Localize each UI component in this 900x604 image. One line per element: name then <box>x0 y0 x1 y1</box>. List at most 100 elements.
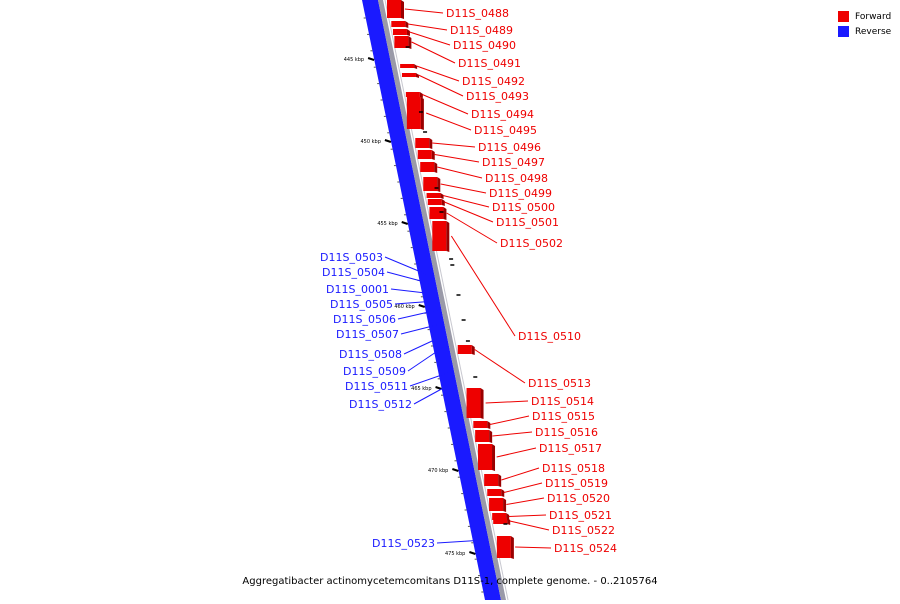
forward-gene-shade <box>406 29 410 36</box>
forward-gene-label[interactable]: D11S_0510 <box>518 330 581 343</box>
forward-label-leader <box>496 447 537 458</box>
forward-gene-label[interactable]: D11S_0496 <box>478 141 541 154</box>
forward-gene-feature <box>484 474 499 486</box>
reverse-label-leader <box>397 309 438 320</box>
forward-gene-label[interactable]: D11S_0501 <box>496 216 559 229</box>
backbone-band <box>362 0 501 600</box>
forward-gene-shade <box>503 498 507 512</box>
forward-gene-feature <box>394 36 409 48</box>
forward-gene-label[interactable]: D11S_0499 <box>489 187 552 200</box>
reverse-gene-label[interactable]: D11S_0503 <box>320 251 383 264</box>
forward-gene-label[interactable]: D11S_0517 <box>539 442 602 455</box>
forward-label-leader <box>432 142 476 148</box>
forward-gene-feature <box>427 199 442 205</box>
reverse-gene-label[interactable]: D11S_0001 <box>326 283 389 296</box>
reverse-gene-label[interactable]: D11S_0511 <box>345 380 408 393</box>
forward-gene-label[interactable]: D11S_0498 <box>485 172 548 185</box>
forward-gene-label[interactable]: D11S_0492 <box>462 75 525 88</box>
forward-label-leader <box>492 431 533 437</box>
reverse-label-leader <box>413 382 453 405</box>
forward-gene-label[interactable]: D11S_0516 <box>535 426 598 439</box>
forward-gene-feature <box>496 536 511 558</box>
reverse-label-leader <box>407 345 446 372</box>
forward-label-leader <box>515 546 552 549</box>
forward-gene-label[interactable]: D11S_0489 <box>450 24 513 37</box>
forward-label-leader <box>434 154 480 163</box>
forward-gene-shade <box>441 199 445 206</box>
forward-gene-shade <box>401 0 404 19</box>
scale-ticks: 445 kbp 450 kbp 455 kbp 460 kbp 465 kbp 470 k… <box>344 17 484 593</box>
forward-gene-label[interactable]: D11S_0497 <box>482 156 545 169</box>
forward-gene-label[interactable]: D11S_0490 <box>453 39 516 52</box>
tick-mark <box>401 221 409 225</box>
forward-label-leader <box>444 201 494 223</box>
forward-gene-shade <box>480 388 484 419</box>
forward-gene-feature <box>392 29 407 35</box>
reverse-gene-label[interactable]: D11S_0504 <box>322 266 385 279</box>
reverse-label-leader <box>400 323 441 335</box>
forward-label-leader <box>407 23 448 31</box>
forward-gene-feature <box>475 430 490 442</box>
forward-gene-label[interactable]: D11S_0518 <box>542 462 605 475</box>
forward-gene-feature <box>401 73 416 77</box>
forward-gene-label[interactable]: D11S_0521 <box>549 509 612 522</box>
forward-gene-label[interactable]: D11S_0488 <box>446 7 509 20</box>
forward-gene-feature <box>466 388 481 418</box>
reverse-gene-label[interactable]: D11S_0523 <box>372 537 435 550</box>
reverse-gene-label[interactable]: D11S_0509 <box>343 365 406 378</box>
forward-label-leader <box>425 112 472 131</box>
forward-gene-feature <box>432 221 447 251</box>
reverse-label-leader <box>403 335 444 355</box>
backbone-edge <box>384 0 509 601</box>
tick-mark <box>452 468 459 472</box>
forward-gene-shade <box>434 162 438 173</box>
forward-gene-label[interactable]: D11S_0522 <box>552 524 615 537</box>
tick-mark <box>384 139 392 143</box>
legend: Forward Reverse <box>838 9 891 39</box>
forward-gene-label[interactable]: D11S_0515 <box>532 410 595 423</box>
reverse-gene-label[interactable]: D11S_0507 <box>336 328 399 341</box>
forward-gene-shade <box>415 73 419 78</box>
reverse-label-leader <box>409 371 451 387</box>
forward-gene-label[interactable]: D11S_0491 <box>458 57 521 70</box>
forward-label-leader <box>450 235 516 337</box>
forward-gene-feature <box>406 97 421 129</box>
forward-gene-label[interactable]: D11S_0514 <box>531 395 594 408</box>
forward-gene-label[interactable]: D11S_0495 <box>474 124 537 137</box>
genome-backbone <box>362 0 509 601</box>
forward-label-leader <box>506 497 545 505</box>
forward-gene-label[interactable]: D11S_0520 <box>547 492 610 505</box>
forward-gene-feature <box>473 421 488 428</box>
forward-gene-shade <box>501 489 505 497</box>
reverse-gene-label[interactable]: D11S_0508 <box>339 348 402 361</box>
forward-gene-shade <box>405 21 409 28</box>
forward-gene-shade <box>420 97 424 130</box>
forward-label-leader <box>501 467 540 481</box>
gene-features <box>387 0 514 559</box>
forward-gene-feature <box>387 0 401 18</box>
forward-gene-label[interactable]: D11S_0493 <box>466 90 529 103</box>
forward-gene-shade <box>492 444 496 471</box>
forward-gene-feature <box>391 21 406 27</box>
forward-gene-feature <box>492 513 507 520</box>
forward-gene-label[interactable]: D11S_0524 <box>554 542 617 555</box>
forward-gene-label[interactable]: D11S_0494 <box>471 108 534 121</box>
forward-label-leader <box>411 41 456 64</box>
forward-label-leader <box>508 514 547 517</box>
forward-gene-label[interactable]: D11S_0519 <box>545 477 608 490</box>
reverse-gene-label[interactable]: D11S_0512 <box>349 398 412 411</box>
reverse-gene-label[interactable]: D11S_0505 <box>330 298 393 311</box>
forward-gene-shade <box>487 421 491 429</box>
tick-mark <box>418 304 426 308</box>
reverse-gene-label[interactable]: D11S_0506 <box>333 313 396 326</box>
tick-mark <box>435 386 442 390</box>
reverse-label-leader <box>386 271 433 285</box>
forward-gene-shade <box>471 345 475 355</box>
forward-gene-shade <box>431 150 435 160</box>
forward-gene-label[interactable]: D11S_0502 <box>500 237 563 250</box>
forward-gene-feature <box>423 177 438 191</box>
forward-gene-feature <box>493 518 508 524</box>
forward-gene-label[interactable]: D11S_0513 <box>528 377 591 390</box>
forward-gene-label[interactable]: D11S_0500 <box>492 201 555 214</box>
tick-mark <box>367 57 375 61</box>
